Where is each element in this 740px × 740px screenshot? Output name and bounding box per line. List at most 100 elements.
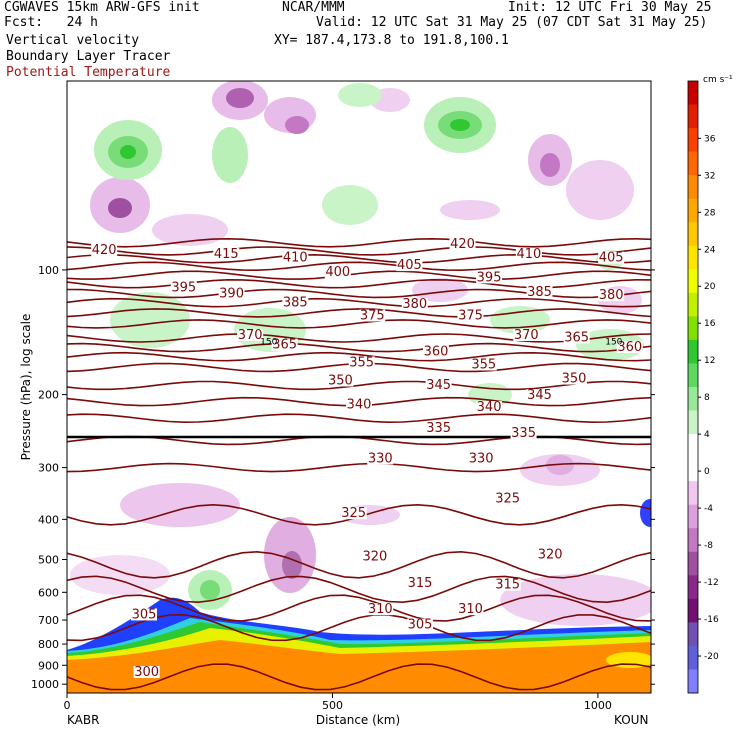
potential-temperature-labels: 420 415 410 400 405 420 410 405 395 390 385 380 395 3…: [91, 237, 643, 680]
theta-label: 335: [511, 426, 536, 441]
colorbar-frame: [687, 80, 699, 694]
colorbar: 36 32 28 24 20 16 12 8 4 0 -4 -8 -12 -16 -20: [687, 80, 719, 694]
x-tick-label: 0: [64, 699, 71, 712]
theta-label-bg: [282, 251, 309, 264]
colorbar-swatch: [688, 575, 698, 600]
theta-contour-420: [67, 237, 651, 248]
theta-label: 410: [516, 247, 541, 262]
theta-label-bg: [396, 259, 423, 272]
theta-contour-365: [67, 342, 651, 353]
header-valid-time: Valid: 12 UTC Sat 31 May 25 (07 CDT Sat …: [316, 15, 708, 30]
colorbar-label: 16: [704, 319, 716, 329]
endpoint-left: KABR: [67, 713, 99, 727]
colorbar-swatch: [688, 504, 698, 529]
theta-label-bg: [476, 401, 503, 414]
theta-contour-320: [67, 550, 651, 579]
y-tick-label: 900: [38, 659, 59, 672]
y-tick-label: 1000: [31, 678, 59, 691]
theta-label-bg: [425, 422, 452, 435]
theta-label-bg: [449, 237, 476, 250]
theta-label: 345: [527, 388, 552, 403]
theta-label: 310: [368, 602, 393, 617]
colorbar-swatch: [688, 481, 698, 506]
colorbar-label: 4: [704, 430, 710, 440]
header-org: NCAR/MMM: [282, 0, 345, 15]
colorbar-label: 8: [704, 393, 710, 403]
theta-label-bg: [616, 340, 643, 353]
theta-label: 335: [426, 421, 451, 436]
colorbar-swatch: [688, 198, 698, 223]
theta-label-bg: [271, 338, 298, 351]
theta-label-bg: [218, 287, 245, 300]
theta-label: 365: [564, 330, 589, 345]
theta-label: 310: [458, 602, 483, 617]
theta-label: 370: [514, 328, 539, 343]
theta-label: 345: [426, 378, 451, 393]
theta-contour-305: [67, 613, 651, 642]
theta-label: 410: [283, 251, 308, 266]
colorbar-swatch: [688, 292, 698, 317]
theta-label-bg: [348, 356, 375, 369]
colorbar-swatch: [688, 434, 698, 459]
colorbar-swatch: [688, 669, 698, 694]
theta-label-bg: [561, 372, 588, 385]
theta-label-bg: [407, 618, 434, 631]
colorbar-label: -16: [704, 615, 719, 625]
colorbar-swatch: [688, 222, 698, 247]
colorbar-swatch: [688, 316, 698, 341]
theta-label: 330: [469, 451, 494, 466]
colorbar-label: 32: [704, 171, 715, 181]
theta-label: 375: [360, 308, 385, 323]
theta-label: 305: [132, 607, 157, 622]
field-label-potential-temperature: Potential Temperature: [6, 65, 171, 80]
theta-label-bg: [407, 577, 434, 590]
theta-label: 385: [283, 296, 308, 311]
theta-label: 420: [450, 237, 475, 252]
theta-label: 405: [397, 258, 422, 273]
theta-contour-300: [67, 663, 651, 691]
theta-label-bg: [515, 247, 542, 260]
theta-contour-405: [67, 261, 651, 272]
theta-label-bg: [537, 548, 564, 561]
colorbar-swatch: [688, 81, 698, 105]
theta-label: 375: [458, 308, 483, 323]
theta-label-bg: [470, 358, 497, 371]
colorbar-swatch: [688, 339, 698, 364]
colorbar-label: 24: [704, 245, 716, 255]
x-tick-label: 500: [322, 699, 343, 712]
colorbar-swatch: [688, 128, 698, 153]
colorbar-swatch: [688, 645, 698, 670]
theta-label: 325: [341, 506, 366, 521]
theta-label-bg: [170, 281, 197, 294]
theta-contour-380: [67, 308, 651, 318]
plot-frame: [66, 80, 652, 694]
x-axis: 0 500 1000: [64, 693, 612, 712]
field-label-boundary-tracer: Boundary Layer Tracer: [6, 49, 171, 64]
theta-label-bg: [598, 251, 625, 264]
colorbar-swatch: [688, 598, 698, 623]
theta-label-bg: [401, 298, 428, 311]
theta-label-bg: [367, 452, 394, 465]
theta-label: 330: [368, 451, 393, 466]
theta-label: 415: [214, 247, 239, 262]
theta-label: 315: [495, 578, 520, 593]
tracer-label: 150: [605, 338, 622, 348]
colorbar-swatch: [688, 457, 698, 482]
theta-label: 385: [527, 285, 552, 300]
theta-label-bg: [346, 398, 372, 411]
y-tick-label: 700: [38, 614, 59, 627]
theta-label: 350: [562, 372, 587, 387]
theta-contour-385: [67, 297, 651, 308]
colorbar-swatch: [688, 551, 698, 576]
colorbar-label: 28: [704, 208, 716, 218]
colorbar-swatch: [688, 104, 698, 129]
theta-contour-340: [67, 413, 651, 424]
theta-label: 355: [349, 355, 374, 370]
theta-label: 360: [424, 344, 449, 359]
colorbar-swatch: [688, 151, 698, 176]
theta-label-bg: [494, 578, 521, 591]
theta-label-bg: [340, 507, 367, 520]
theta-label-bg: [359, 309, 386, 322]
theta-label: 320: [363, 549, 388, 564]
theta-label-bg: [468, 452, 495, 465]
